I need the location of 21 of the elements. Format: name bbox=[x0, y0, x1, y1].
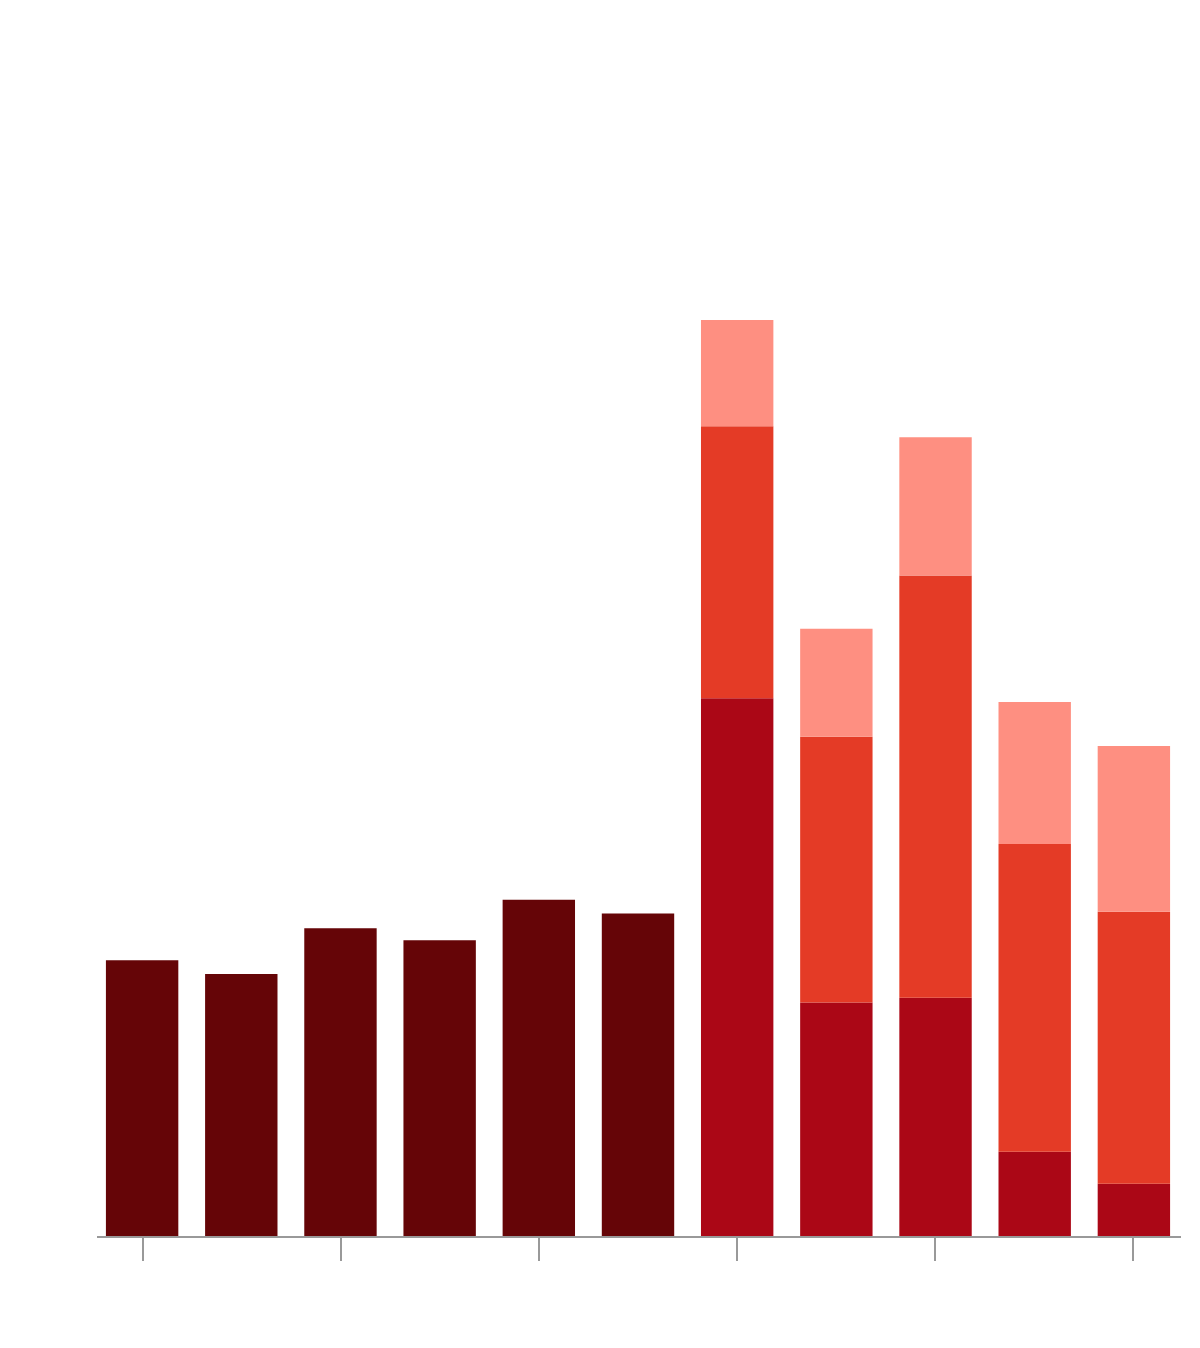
bar bbox=[800, 628, 873, 737]
bar bbox=[105, 960, 179, 1236]
bar bbox=[304, 928, 377, 1236]
bar bbox=[899, 997, 972, 1236]
bar bbox=[1097, 1183, 1171, 1236]
bar bbox=[502, 899, 576, 1236]
bar bbox=[700, 320, 774, 427]
bar bbox=[899, 575, 972, 998]
bar bbox=[899, 437, 972, 576]
bar bbox=[1097, 745, 1171, 912]
bar bbox=[998, 843, 1071, 1152]
bar bbox=[1097, 911, 1171, 1184]
bar bbox=[700, 426, 774, 699]
bar bbox=[700, 698, 774, 1236]
bar bbox=[998, 701, 1071, 844]
bar bbox=[998, 1151, 1071, 1236]
bar bbox=[403, 940, 476, 1236]
bar bbox=[800, 1002, 873, 1236]
bar bbox=[205, 974, 278, 1236]
bar bbox=[800, 736, 873, 1003]
bar bbox=[601, 913, 675, 1236]
